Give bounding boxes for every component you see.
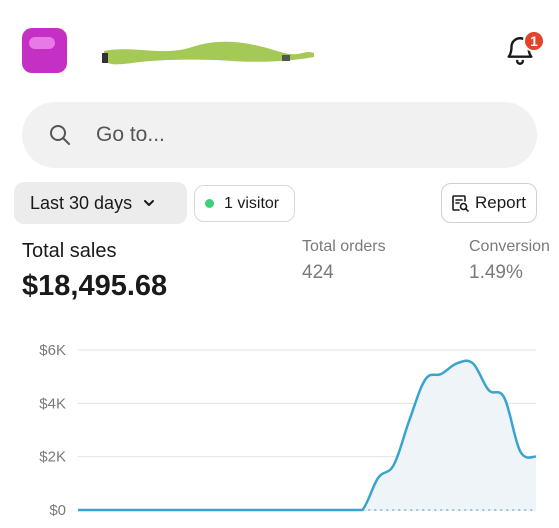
live-visitors-badge[interactable]: 1 visitor [194, 185, 295, 222]
report-button[interactable]: Report [441, 183, 537, 223]
y-tick-label: $2K [39, 449, 66, 466]
total-sales-value: $18,495.68 [22, 270, 168, 302]
search-placeholder: Go to... [96, 123, 165, 146]
y-tick-label: $0 [49, 502, 66, 519]
conversion-value: 1.49% [469, 262, 523, 283]
filter-controls: Last 30 days 1 visitor Report [0, 182, 559, 226]
date-range-label: Last 30 days [30, 192, 133, 213]
live-dot-icon [205, 199, 214, 208]
store-name[interactable] [102, 38, 316, 68]
chevron-down-icon [144, 200, 155, 206]
total-orders-label[interactable]: Total orders [302, 238, 386, 255]
search-icon [50, 125, 70, 145]
report-icon [452, 195, 469, 212]
search-bar[interactable]: Go to... [22, 102, 537, 168]
y-tick-label: $6K [39, 342, 66, 359]
y-tick-label: $4K [39, 395, 66, 412]
conversion-label[interactable]: Conversion [469, 238, 550, 255]
store-logo[interactable] [22, 28, 67, 73]
redaction-scribble [102, 41, 314, 65]
bell-icon [507, 37, 533, 65]
sales-chart-svg: $0 $2K $4K $6K [39, 342, 537, 519]
total-orders-value: 424 [302, 262, 334, 283]
metrics-summary: Total sales $18,495.68 Total orders 424 … [0, 232, 559, 312]
total-sales-label: Total sales [22, 240, 117, 262]
notification-badge: 1 [523, 30, 545, 52]
date-range-button[interactable]: Last 30 days [14, 182, 187, 224]
notifications-button[interactable] [503, 34, 539, 70]
visitor-count: 1 visitor [224, 194, 280, 212]
sales-chart[interactable]: $0 $2K $4K $6K [0, 330, 559, 528]
header: 1 [0, 0, 559, 100]
report-label: Report [475, 193, 527, 212]
series-line [78, 359, 537, 512]
series-area [78, 360, 536, 510]
